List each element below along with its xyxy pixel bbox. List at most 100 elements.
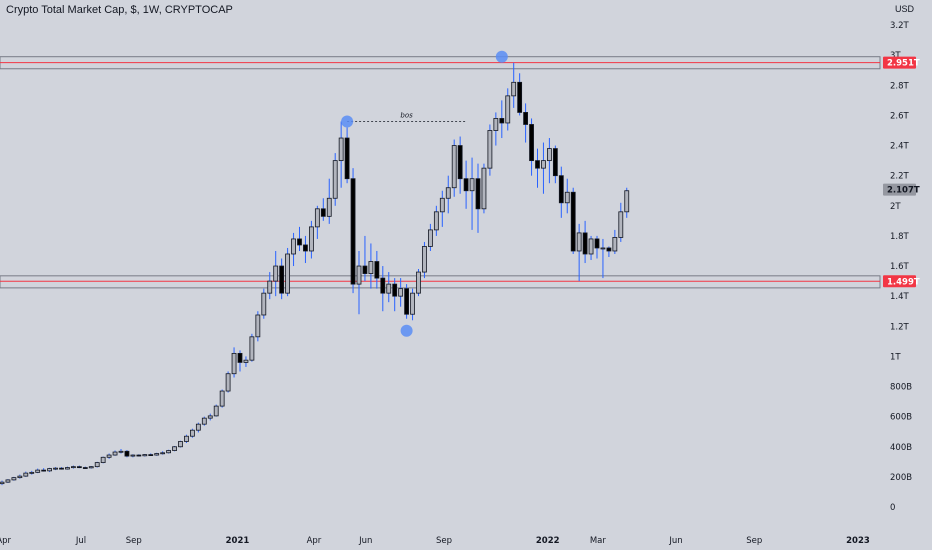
candle-down	[350, 178, 356, 285]
candle-down	[279, 265, 285, 294]
candle	[505, 88, 511, 131]
candle-down	[344, 137, 350, 180]
chart-title: Crypto Total Market Cap, $, 1W, CRYPTOCA…	[6, 4, 233, 16]
candle-down	[76, 466, 82, 469]
candle	[564, 178, 570, 214]
price-tick-label: 1.4T	[890, 292, 910, 302]
candle	[386, 272, 392, 303]
candle	[65, 466, 70, 470]
price-badges: 2.951T 1.499T 2.107T	[883, 56, 920, 288]
candle	[398, 278, 404, 307]
price-tick-label: 400B	[890, 443, 912, 453]
candle-up	[600, 247, 606, 250]
candle	[184, 434, 189, 443]
candle	[558, 166, 564, 218]
time-tick-label: Sep	[126, 536, 142, 546]
candle	[267, 272, 273, 300]
candle-up	[291, 238, 296, 255]
candle	[314, 205, 320, 239]
candle	[588, 235, 594, 261]
candle	[469, 157, 475, 230]
bos-label: bos	[400, 111, 413, 119]
candle-up	[231, 352, 237, 375]
candle-up	[541, 160, 546, 169]
candle	[59, 467, 64, 470]
candle-up	[487, 130, 493, 169]
candle	[213, 404, 219, 417]
candle-up	[166, 450, 172, 454]
candle-up	[213, 405, 219, 417]
candle	[624, 187, 630, 218]
currency: $	[130, 4, 137, 16]
time-tick-label: Apr	[0, 536, 12, 546]
candle	[380, 266, 386, 312]
price-axis[interactable]: 3.2T 3T 2.8T 2.6T 2.4T 2.2T 2T 1.8T 1.6T 1.4T 1.2T…	[890, 21, 912, 513]
candle-down	[457, 145, 463, 180]
annotations: bos	[341, 50, 508, 337]
candle	[118, 449, 124, 454]
candle-up	[154, 453, 160, 456]
candle-up	[267, 280, 273, 294]
candle-up	[332, 160, 338, 199]
candle	[29, 470, 35, 475]
candle-down	[463, 178, 469, 192]
time-tick-label: 2022	[536, 536, 560, 546]
candle	[231, 347, 237, 378]
level-bands	[0, 56, 881, 289]
candle-up	[94, 462, 100, 468]
candle	[17, 474, 23, 479]
candle-up	[112, 451, 118, 456]
candle	[279, 258, 285, 300]
time-tick-label: Sep	[746, 536, 762, 546]
candle-up	[100, 456, 106, 463]
candle	[297, 226, 302, 251]
candle	[172, 446, 177, 452]
candle	[160, 451, 166, 455]
time-axis[interactable]: Apr Jul Sep 2021 Apr Jun Sep 2022 Mar Jun Sep 2023	[0, 536, 870, 546]
candle-down	[404, 288, 410, 315]
candle-up	[178, 441, 183, 448]
candle-up	[5, 479, 11, 483]
candle	[475, 163, 481, 233]
candle	[332, 153, 338, 206]
candle	[100, 456, 106, 464]
candle-down	[41, 469, 47, 472]
candle	[511, 62, 517, 108]
candle	[481, 163, 487, 214]
candle	[195, 422, 201, 433]
candle-up	[207, 415, 213, 419]
candle	[612, 229, 618, 254]
candle	[523, 103, 528, 143]
candle	[148, 453, 154, 456]
candle-up	[439, 197, 445, 213]
candle-down	[570, 191, 576, 252]
price-tick-label: 800B	[890, 383, 912, 393]
candle	[88, 466, 94, 469]
candle	[154, 452, 160, 456]
candle	[136, 454, 142, 457]
candle	[166, 449, 172, 454]
currency-unit: USD	[894, 4, 914, 14]
price-tick-label: 2T	[890, 202, 901, 212]
candle-up	[88, 466, 94, 469]
candle	[433, 205, 439, 236]
candle-up	[243, 359, 249, 363]
level-band	[0, 275, 881, 289]
candle	[142, 453, 148, 457]
candles	[0, 62, 630, 486]
candle-down	[374, 261, 380, 279]
candle	[606, 246, 612, 258]
time-tick-label: Sep	[436, 536, 452, 546]
candle-up	[564, 191, 570, 204]
candle	[600, 238, 606, 279]
candle-down	[380, 277, 386, 294]
candle	[249, 333, 255, 362]
candle	[582, 220, 588, 264]
price-tick-label: 3.2T	[890, 21, 910, 31]
candle-up	[624, 190, 630, 213]
candle-up	[422, 246, 427, 273]
pivot-marker	[495, 50, 508, 63]
candle	[541, 142, 546, 194]
